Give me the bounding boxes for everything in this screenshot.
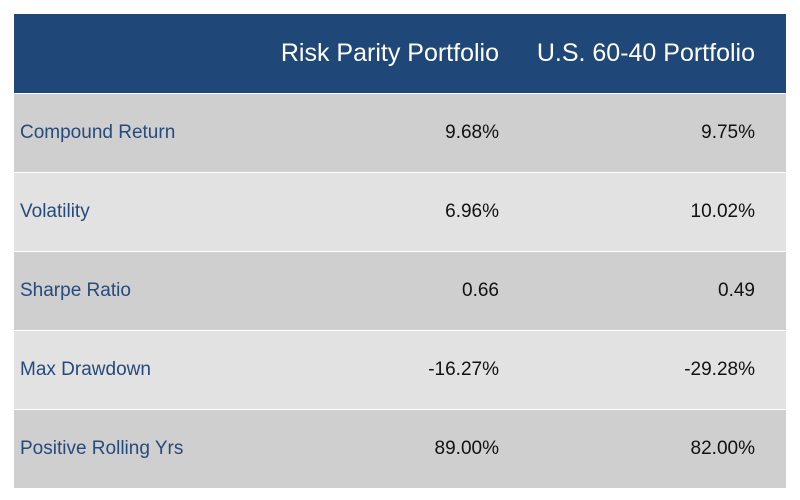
row-label: Volatility (20, 201, 90, 222)
us-60-40-value: 82.00% (690, 438, 755, 459)
table-row: Sharpe Ratio 0.66 0.49 (14, 252, 786, 331)
row-label: Positive Rolling Yrs (20, 438, 184, 459)
risk-parity-value: 0.66 (462, 280, 499, 301)
table-header-row: Risk Parity Portfolio U.S. 60-40 Portfol… (14, 14, 786, 94)
us-60-40-value: 10.02% (690, 201, 755, 222)
row-label: Compound Return (20, 122, 176, 143)
header-us-60-40: U.S. 60-40 Portfolio (536, 39, 755, 67)
row-label: Max Drawdown (20, 359, 151, 380)
table-row: Compound Return 9.68% 9.75% (14, 94, 786, 173)
table-row: Volatility 6.96% 10.02% (14, 173, 786, 252)
risk-parity-value: -16.27% (428, 359, 499, 380)
us-60-40-value: 0.49 (718, 280, 755, 301)
risk-parity-value: 89.00% (434, 438, 499, 459)
risk-parity-value: 6.96% (445, 201, 499, 222)
table-row: Max Drawdown -16.27% -29.28% (14, 331, 786, 410)
risk-parity-value: 9.68% (445, 122, 499, 143)
comparison-table: Risk Parity Portfolio U.S. 60-40 Portfol… (14, 14, 786, 489)
row-label: Sharpe Ratio (20, 280, 131, 301)
table-row: Positive Rolling Yrs 89.00% 82.00% (14, 410, 786, 489)
us-60-40-value: -29.28% (684, 359, 755, 380)
us-60-40-value: 9.75% (701, 122, 755, 143)
header-risk-parity: Risk Parity Portfolio (280, 39, 499, 67)
